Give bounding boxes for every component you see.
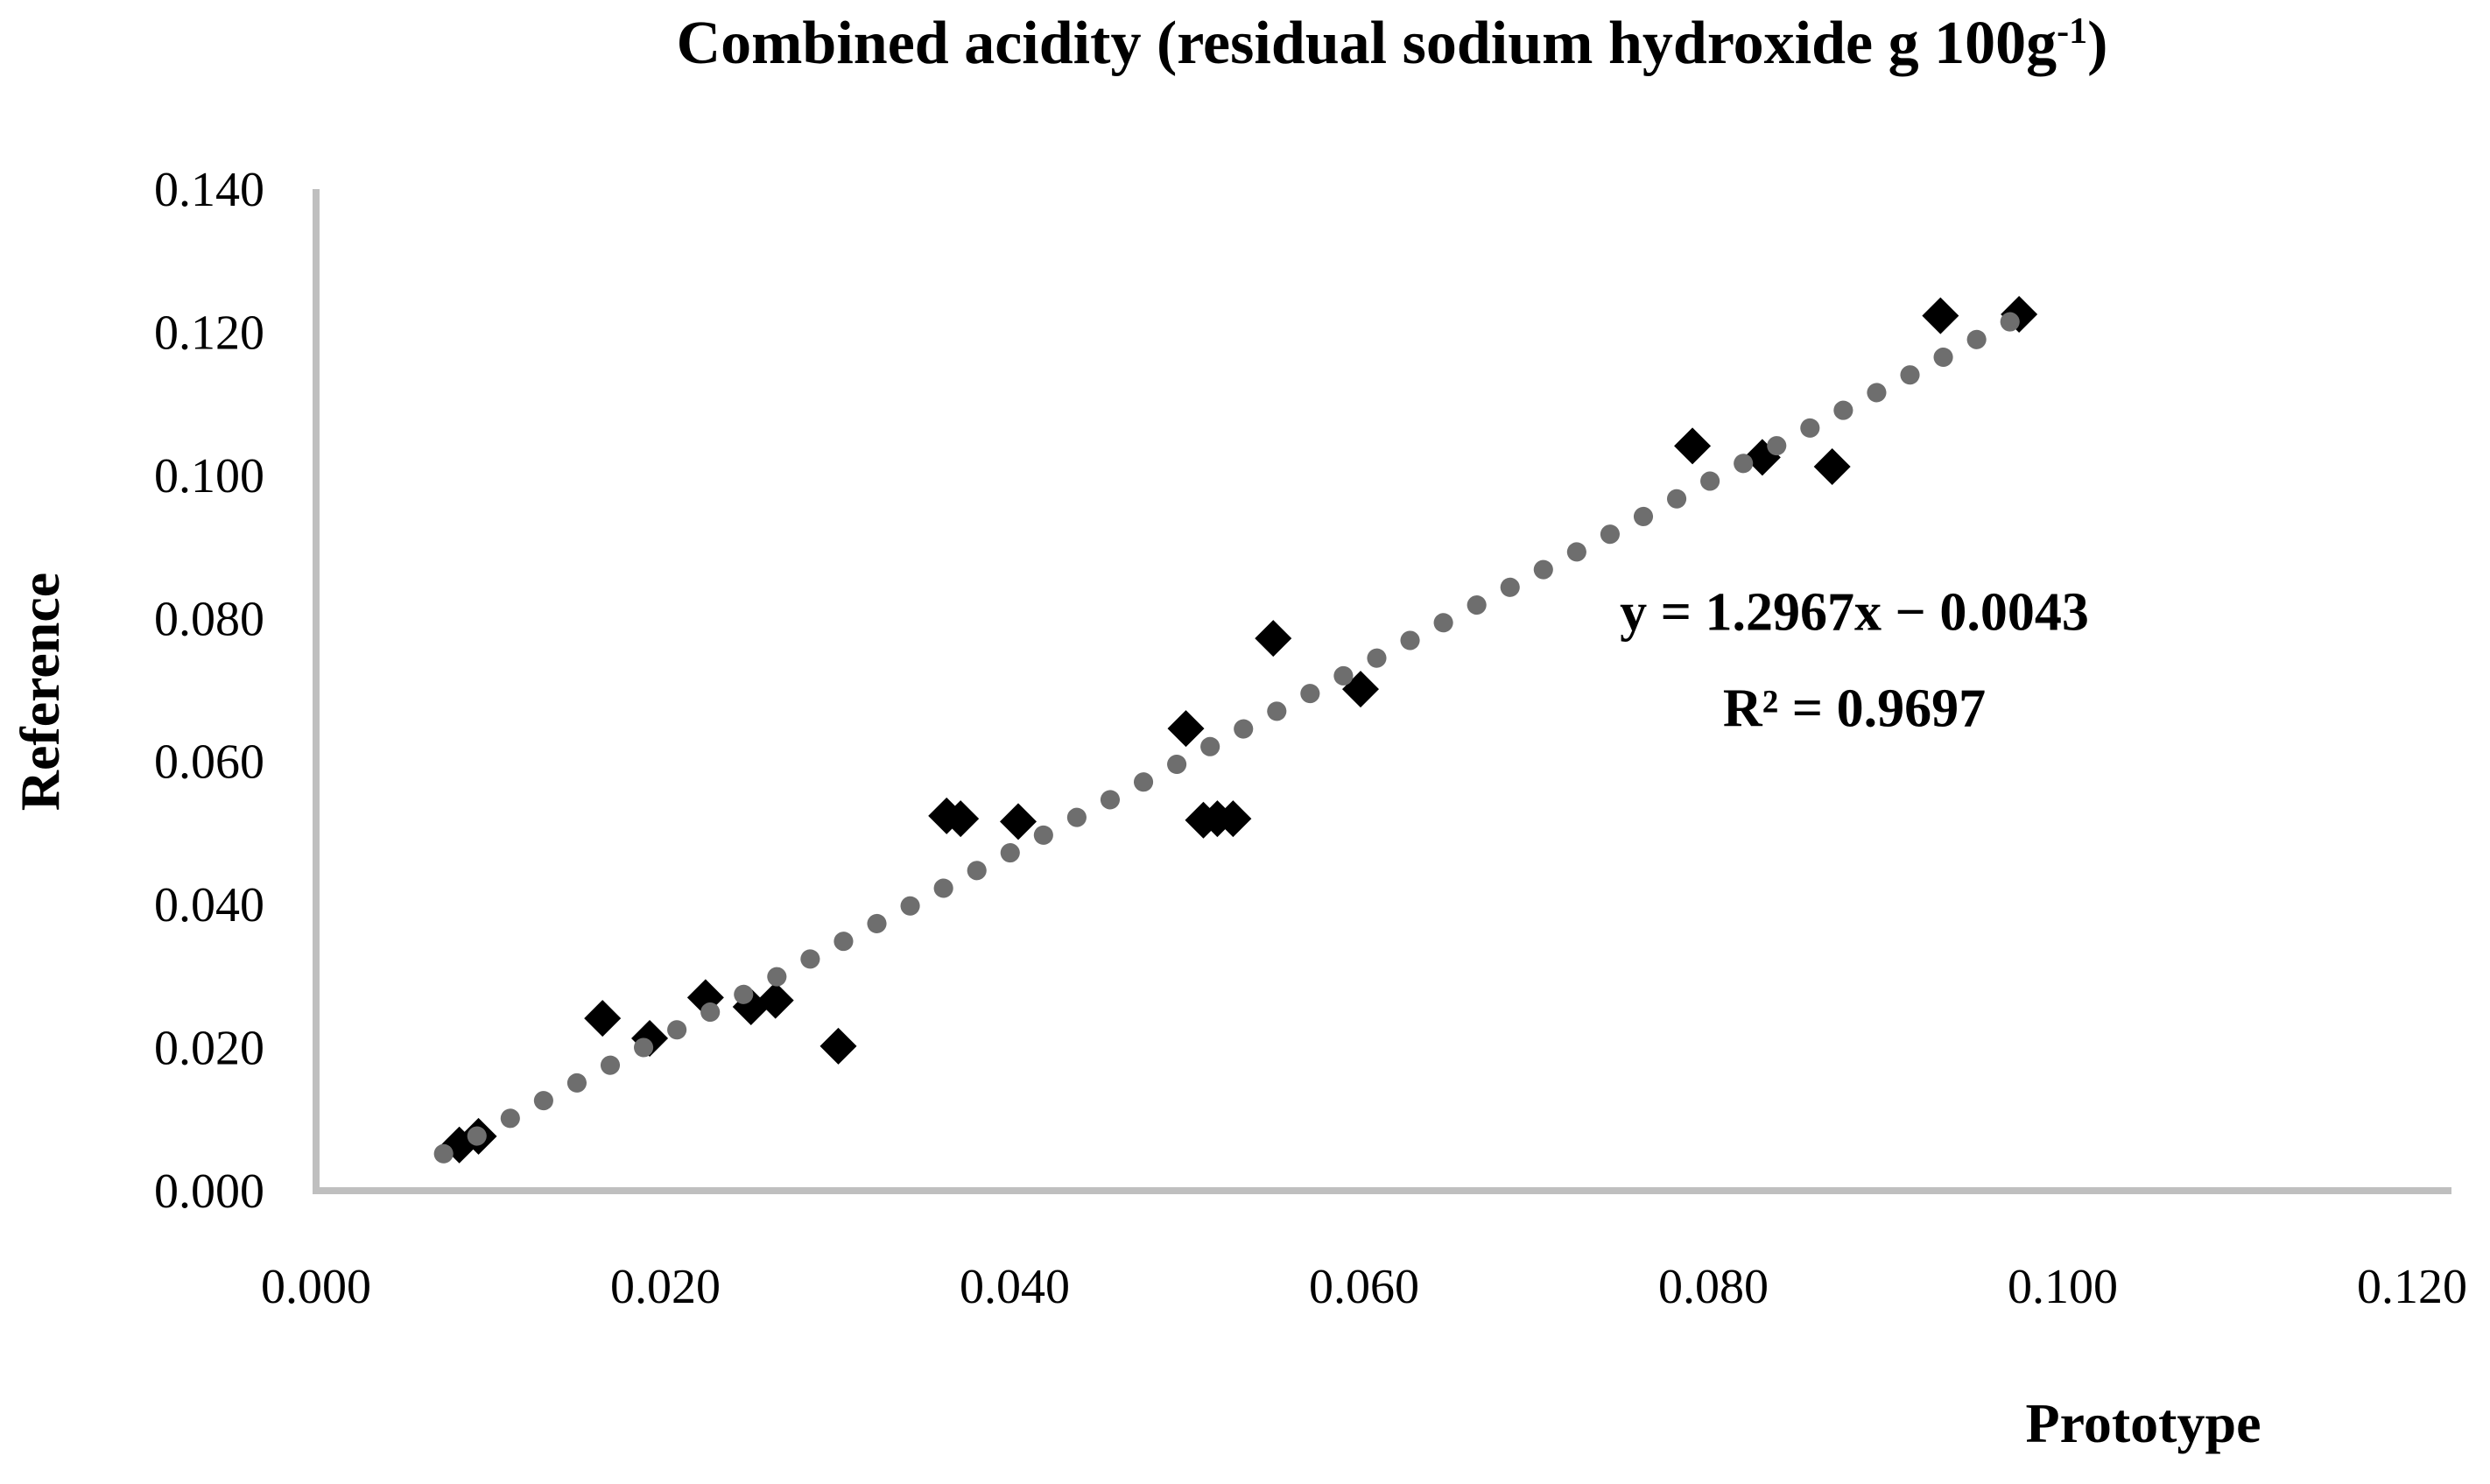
chart-title-suffix: ): [2087, 10, 2108, 77]
data-point-marker: [942, 800, 980, 838]
trendline-equation: y = 1.2967x − 0.0043: [1620, 582, 2089, 643]
chart-title-superscript: -1: [2057, 11, 2088, 52]
chart-title: Combined acidity (residual sodium hydrox…: [315, 9, 2469, 79]
data-point-marker: [756, 981, 794, 1019]
data-point-marker: [1255, 620, 1292, 658]
x-tick-label: 0.000: [261, 1260, 371, 1314]
x-tick-label: 0.100: [2008, 1260, 2118, 1314]
x-tick-label: 0.020: [610, 1260, 721, 1314]
data-point-marker: [1674, 427, 1712, 465]
y-tick-label: 0.140: [154, 163, 264, 217]
x-tick-label: 0.040: [960, 1260, 1070, 1314]
r-squared-value: R² = 0.9697: [1722, 679, 1987, 739]
data-point-marker: [1167, 710, 1205, 748]
x-tick-label: 0.060: [1309, 1260, 1419, 1314]
x-axis-title: Prototype: [2025, 1392, 2261, 1454]
data-point-marker: [584, 1000, 622, 1037]
chart-title-text: Combined acidity (residual sodium hydrox…: [676, 10, 2057, 77]
data-point-marker: [819, 1027, 857, 1065]
y-tick-label: 0.000: [154, 1164, 264, 1219]
data-point-marker: [999, 803, 1037, 840]
y-tick-label: 0.120: [154, 306, 264, 360]
y-tick-label: 0.040: [154, 878, 264, 932]
y-tick-label: 0.060: [154, 735, 264, 790]
data-point-marker: [1922, 297, 1959, 334]
x-tick-label: 0.120: [2357, 1260, 2467, 1314]
y-tick-label: 0.020: [154, 1022, 264, 1076]
trendline-dotted: [433, 304, 2035, 1164]
x-tick-label: 0.080: [1658, 1260, 1769, 1314]
y-tick-label: 0.100: [154, 449, 264, 503]
data-point-marker: [1813, 448, 1851, 486]
data-point-marker: [1214, 800, 1252, 838]
y-tick-label: 0.080: [154, 592, 264, 646]
y-axis-title: Reference: [9, 572, 71, 812]
